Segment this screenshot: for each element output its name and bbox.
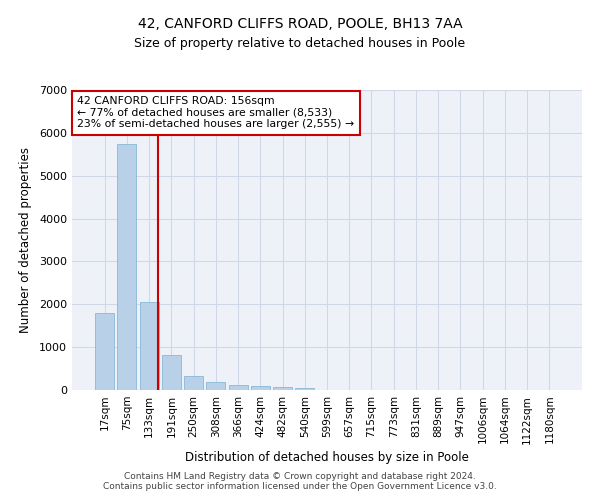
Bar	[184, 376, 203, 390]
Text: 42 CANFORD CLIFFS ROAD: 156sqm
← 77% of detached houses are smaller (8,533)
23% : 42 CANFORD CLIFFS ROAD: 156sqm ← 77% of …	[77, 96, 354, 129]
Bar	[273, 387, 292, 390]
Text: Contains HM Land Registry data © Crown copyright and database right 2024.: Contains HM Land Registry data © Crown c…	[124, 472, 476, 481]
Bar	[295, 388, 314, 390]
Text: Size of property relative to detached houses in Poole: Size of property relative to detached ho…	[134, 38, 466, 51]
Bar	[251, 386, 270, 390]
Bar	[95, 313, 114, 390]
Bar	[162, 355, 181, 390]
Bar	[229, 385, 248, 390]
X-axis label: Distribution of detached houses by size in Poole: Distribution of detached houses by size …	[185, 450, 469, 464]
Text: 42, CANFORD CLIFFS ROAD, POOLE, BH13 7AA: 42, CANFORD CLIFFS ROAD, POOLE, BH13 7AA	[137, 18, 463, 32]
Bar	[118, 144, 136, 390]
Y-axis label: Number of detached properties: Number of detached properties	[19, 147, 32, 333]
Bar	[140, 302, 158, 390]
Text: Contains public sector information licensed under the Open Government Licence v3: Contains public sector information licen…	[103, 482, 497, 491]
Bar	[206, 382, 225, 390]
